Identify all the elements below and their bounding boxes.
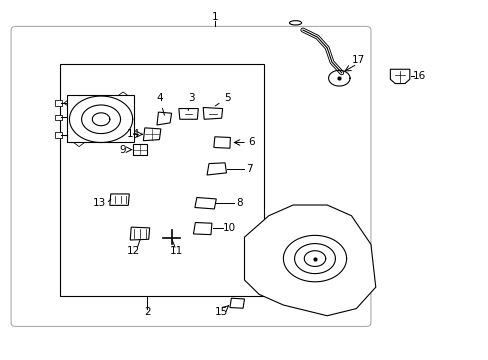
Bar bbox=[60, 64, 264, 296]
Polygon shape bbox=[130, 227, 149, 240]
FancyBboxPatch shape bbox=[11, 26, 370, 327]
Text: 3: 3 bbox=[187, 93, 194, 111]
Polygon shape bbox=[179, 109, 198, 119]
Text: 5: 5 bbox=[215, 93, 230, 106]
Polygon shape bbox=[213, 137, 230, 148]
Polygon shape bbox=[132, 144, 147, 155]
Text: 16: 16 bbox=[412, 71, 426, 81]
Polygon shape bbox=[110, 194, 129, 205]
Bar bbox=[55, 132, 61, 138]
Polygon shape bbox=[203, 108, 222, 119]
Polygon shape bbox=[229, 298, 244, 308]
Text: 12: 12 bbox=[127, 247, 140, 256]
Polygon shape bbox=[71, 136, 85, 147]
Polygon shape bbox=[389, 69, 409, 84]
Text: 4: 4 bbox=[156, 93, 164, 115]
Text: 9: 9 bbox=[120, 145, 126, 155]
Polygon shape bbox=[193, 222, 211, 235]
Text: 17: 17 bbox=[351, 55, 365, 65]
Bar bbox=[55, 114, 61, 120]
Polygon shape bbox=[117, 92, 130, 102]
Text: 13: 13 bbox=[93, 198, 106, 208]
Bar bbox=[67, 95, 134, 143]
Text: 14: 14 bbox=[127, 129, 140, 139]
Text: 2: 2 bbox=[143, 307, 150, 317]
Text: 15: 15 bbox=[214, 307, 227, 317]
Polygon shape bbox=[157, 112, 171, 125]
Text: 7: 7 bbox=[245, 164, 252, 174]
Polygon shape bbox=[64, 98, 78, 108]
Bar bbox=[55, 100, 61, 106]
Text: 6: 6 bbox=[248, 138, 255, 148]
Polygon shape bbox=[244, 205, 375, 316]
Polygon shape bbox=[195, 198, 216, 209]
Polygon shape bbox=[124, 131, 138, 141]
Polygon shape bbox=[206, 163, 226, 175]
Text: 11: 11 bbox=[169, 247, 183, 256]
Ellipse shape bbox=[289, 21, 301, 25]
Polygon shape bbox=[143, 128, 161, 141]
Text: 8: 8 bbox=[236, 198, 243, 208]
Text: 1: 1 bbox=[212, 13, 218, 22]
Text: 10: 10 bbox=[222, 223, 235, 233]
